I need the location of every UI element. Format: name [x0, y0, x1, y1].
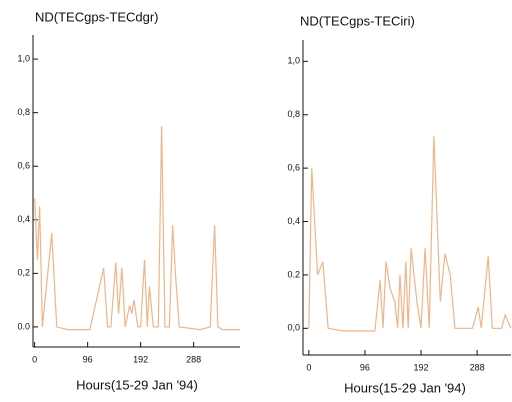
x-tick-label: 0	[32, 354, 37, 364]
y-tick-label: 1,0	[17, 53, 30, 63]
y-tick-label: 0,8	[287, 109, 300, 119]
x-axis-title: Hours(15-29 Jan '94)	[76, 377, 198, 392]
chart-title: ND(TECgps-TECdgr)	[35, 9, 159, 24]
x-tick-label: 288	[470, 362, 485, 372]
y-tick-label: 0,6	[17, 161, 30, 171]
data-line	[308, 136, 512, 332]
x-tick-label: 288	[186, 354, 201, 364]
y-tick-label: 0,0	[287, 323, 300, 333]
chart-title: ND(TECgps-TECiri)	[300, 13, 415, 28]
y-tick-label: 0,8	[17, 107, 30, 117]
y-tick-label: 0.0	[17, 321, 30, 331]
x-tick-label: 96	[83, 354, 93, 364]
data-line	[34, 126, 240, 331]
x-tick-label: 192	[414, 362, 429, 372]
x-axis-title: Hours(15-29 Jan '94)	[344, 380, 466, 395]
y-tick-label: 0,4	[287, 216, 300, 226]
y-tick-label: 0,2	[17, 268, 30, 278]
y-tick-label: 0.2	[287, 269, 300, 279]
x-tick-label: 96	[360, 362, 370, 372]
x-tick-label: 192	[133, 354, 148, 364]
y-tick-label: 0,6	[287, 163, 300, 173]
x-tick-label: 0	[306, 362, 311, 372]
y-tick-label: 1,0	[287, 56, 300, 66]
y-tick-label: 0,4	[17, 214, 30, 224]
